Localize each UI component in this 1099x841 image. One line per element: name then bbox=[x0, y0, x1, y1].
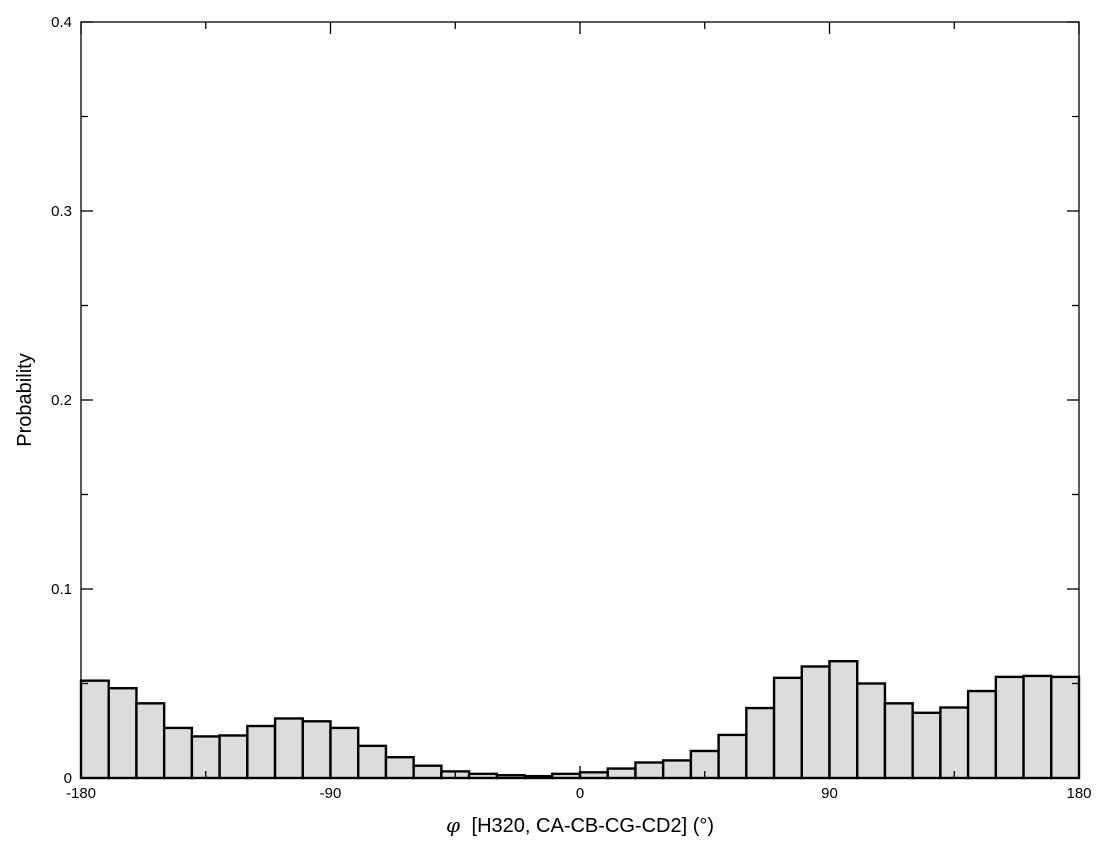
histogram-bar bbox=[246, 724, 277, 780]
x-axis-label-symbol: φ bbox=[446, 813, 460, 837]
y-axis-label: Probability bbox=[14, 353, 36, 446]
y-tick-label: 0.4 bbox=[51, 14, 72, 31]
x-tick-label: -180 bbox=[66, 785, 96, 802]
histogram-bar bbox=[606, 767, 637, 780]
histogram-bar bbox=[79, 679, 110, 780]
histogram-bar bbox=[745, 706, 776, 780]
histogram-bar bbox=[661, 759, 693, 780]
histogram-bar bbox=[329, 726, 360, 780]
histogram-bar bbox=[856, 682, 887, 780]
x-axis-label-text: [H320, CA-CB-CG-CD2] (°) bbox=[472, 815, 714, 837]
x-axis-label: φ [H320, CA-CB-CG-CD2] (°) bbox=[446, 813, 714, 837]
y-tick-label: 0.2 bbox=[51, 392, 72, 409]
axis-ticks bbox=[80, 21, 1080, 779]
histogram-bar bbox=[107, 687, 138, 780]
x-tick-label: -90 bbox=[320, 785, 342, 802]
histogram-bar bbox=[800, 665, 831, 780]
histogram-bar bbox=[162, 726, 194, 780]
histogram-bar bbox=[772, 676, 803, 780]
x-tick-label: 180 bbox=[1066, 785, 1091, 802]
y-tick-label: 0.3 bbox=[51, 203, 72, 220]
histogram-bar bbox=[883, 702, 914, 780]
histogram-bar bbox=[717, 733, 748, 780]
x-tick-label: 0 bbox=[576, 785, 584, 802]
y-tick-label: 0.1 bbox=[51, 581, 72, 598]
histogram-bar bbox=[384, 756, 415, 780]
histogram-bar bbox=[218, 734, 249, 780]
x-tick-label: 90 bbox=[821, 785, 838, 802]
histogram-bar bbox=[1050, 675, 1081, 780]
histogram-bar bbox=[273, 717, 304, 780]
histogram-bar bbox=[994, 675, 1025, 780]
histogram-bar bbox=[1022, 674, 1053, 780]
axis-tick-labels: -180 -90 0 90 180 0 0.1 0.2 0.3 0.4 bbox=[51, 14, 1091, 802]
histogram-bar bbox=[939, 706, 970, 780]
histogram-bar bbox=[966, 689, 998, 780]
plot-frame bbox=[80, 21, 1080, 779]
histogram-bar bbox=[911, 711, 942, 780]
histogram-bar bbox=[828, 659, 859, 780]
histogram-bars bbox=[79, 659, 1081, 780]
histogram-bar bbox=[301, 720, 332, 780]
histogram-bar bbox=[357, 744, 388, 780]
histogram-bar bbox=[135, 702, 166, 780]
histogram-bar bbox=[634, 761, 665, 780]
histogram-bar bbox=[578, 771, 609, 780]
histogram-bar bbox=[412, 764, 443, 780]
y-tick-label: 0 bbox=[64, 770, 72, 787]
